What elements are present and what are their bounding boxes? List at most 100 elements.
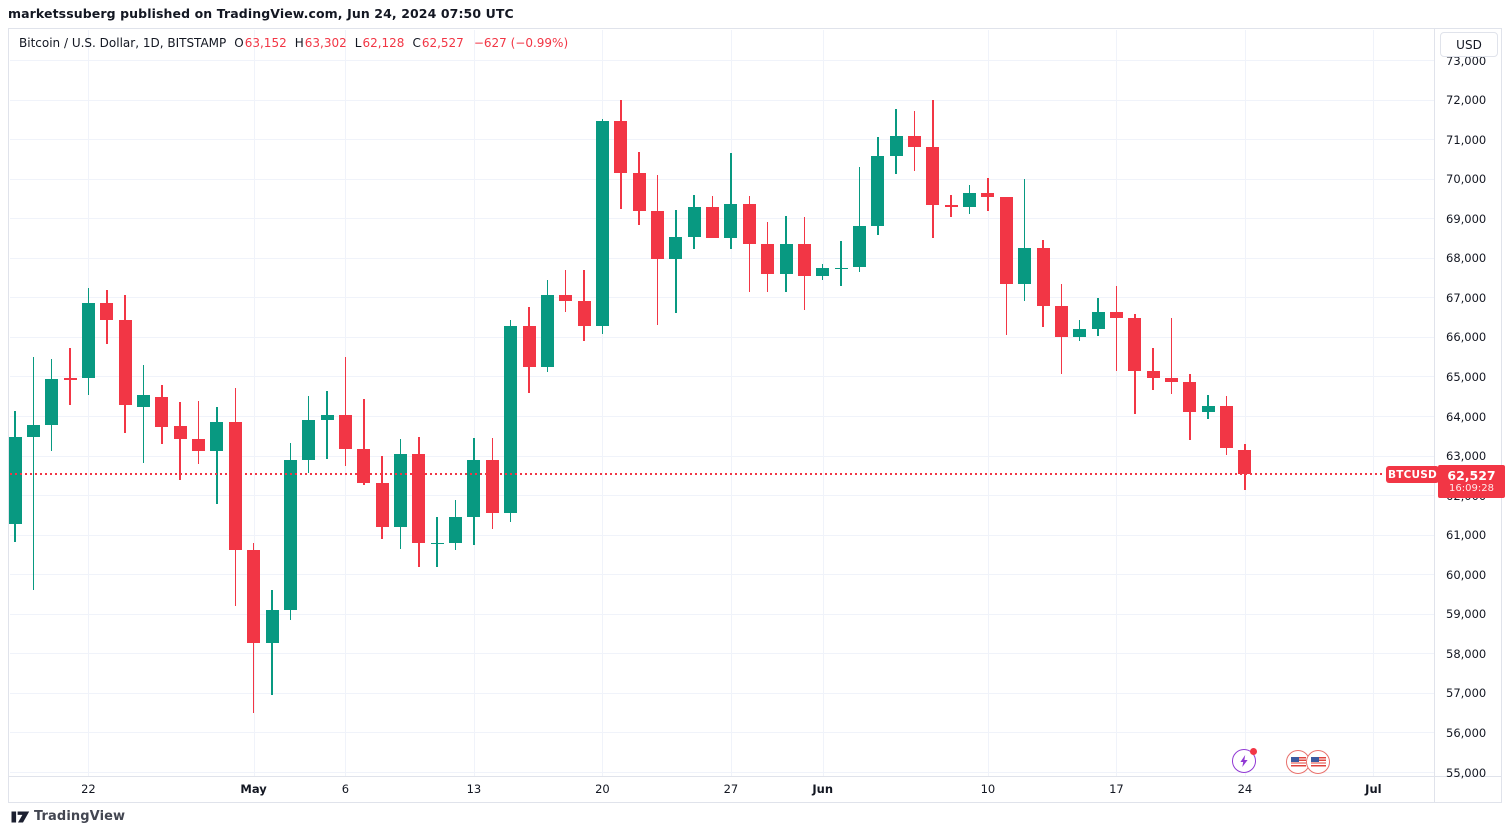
candle: [81, 303, 95, 379]
candle-wick: [1115, 285, 1118, 372]
candle: [981, 192, 995, 197]
candle: [1165, 378, 1178, 382]
candle: [797, 243, 811, 276]
candle: [430, 542, 444, 545]
candle: [724, 203, 738, 238]
candle: [944, 204, 958, 208]
price-axis[interactable]: 73,000 72,000 71,000 70,000 69,000 68,000 67,0…: [1435, 29, 1501, 780]
price-axis-label: 61,000: [1446, 528, 1487, 543]
horizontal-gridline: [10, 732, 1434, 734]
price-axis-label: 64,000: [1446, 409, 1487, 424]
price-axis-separator: [1434, 29, 1435, 802]
candle: [1201, 405, 1215, 412]
vertical-gridline: [1244, 30, 1246, 776]
notification-dot: [1250, 748, 1257, 755]
candle: [283, 459, 297, 610]
candle-wick: [840, 241, 842, 287]
horizontal-gridline: [10, 495, 1434, 497]
symbol-title: Bitcoin / U.S. Dollar, 1D, BITSTAMP: [19, 36, 227, 50]
ohlc-high: H 63,302: [294, 36, 347, 50]
price-axis-label: 65,000: [1446, 369, 1487, 384]
horizontal-gridline: [10, 376, 1434, 378]
candlestick-plot[interactable]: [9, 29, 1434, 776]
horizontal-gridline: [10, 297, 1434, 299]
change-value: −627 (−0.99%): [473, 36, 569, 50]
symbol-header: Bitcoin / U.S. Dollar, 1D, BITSTAMP O 63,…: [19, 36, 568, 50]
lightning-bolt-icon: [1240, 755, 1248, 767]
candle: [302, 420, 316, 460]
candle-wick: [730, 152, 732, 249]
price-axis-label: 56,000: [1446, 725, 1487, 740]
candle: [871, 156, 885, 226]
price-axis-label: 71,000: [1446, 132, 1487, 147]
candle: [320, 414, 334, 421]
chart-frame: 73,000 72,000 71,000 70,000 69,000 68,000 67,0…: [8, 28, 1505, 803]
candle: [522, 326, 536, 368]
candle: [816, 267, 830, 276]
candle-wick: [1152, 347, 1154, 390]
candle: [1036, 248, 1050, 307]
candle: [577, 300, 591, 326]
horizontal-gridline: [10, 60, 1434, 61]
candle: [118, 320, 132, 406]
vertical-gridline: [473, 30, 475, 776]
price-line-ticker-badge: BTCUSD: [1386, 466, 1439, 483]
candle-wick: [179, 401, 181, 480]
candle: [1183, 381, 1197, 412]
candle: [504, 326, 518, 513]
candle: [595, 121, 609, 326]
time-axis[interactable]: 22 May 6 13 20 27 Jun 10 17 24 Jul: [9, 777, 1434, 803]
horizontal-gridline: [10, 613, 1434, 615]
ohlc-low: L 62,128: [354, 36, 405, 50]
price-axis-label: 69,000: [1446, 211, 1487, 226]
candle: [1091, 312, 1105, 330]
candle-wick: [436, 516, 438, 568]
candle-wick: [142, 365, 145, 464]
currency-button[interactable]: USD: [1440, 32, 1498, 57]
candle: [632, 172, 646, 212]
candle: [485, 459, 499, 513]
candle: [706, 207, 720, 238]
candle: [614, 121, 628, 173]
bar-close-countdown: 16:09:28: [1449, 482, 1494, 494]
candle: [1109, 312, 1123, 318]
flash-event-icon[interactable]: [1232, 748, 1257, 773]
candle: [742, 203, 756, 244]
price-axis-label: 57,000: [1446, 686, 1487, 701]
vertical-gridline: [253, 30, 255, 776]
time-axis-label: 6: [341, 782, 350, 796]
price-axis-label: 60,000: [1446, 567, 1487, 582]
attribution-text: marketssuberg published on TradingView.c…: [8, 6, 514, 21]
time-axis-label: Jul: [1365, 782, 1382, 796]
candle: [155, 397, 169, 428]
current-price-value: 62,527: [1447, 467, 1496, 483]
candle: [1220, 405, 1234, 449]
time-axis-label: Jun: [812, 782, 834, 796]
vertical-gridline: [1116, 30, 1118, 776]
price-axis-label: 68,000: [1446, 251, 1487, 266]
candle: [357, 448, 371, 483]
candle: [173, 425, 187, 439]
candle: [228, 422, 242, 550]
price-axis-label: 58,000: [1446, 646, 1487, 661]
candle: [761, 243, 775, 275]
tradingview-wordmark: TradingView: [34, 809, 126, 824]
candle-wick: [216, 406, 218, 505]
tradingview-logo[interactable]: TradingView: [11, 809, 125, 824]
time-axis-label: 13: [466, 782, 482, 796]
candle: [651, 211, 664, 259]
time-axis-label: 24: [1237, 782, 1253, 796]
current-price-axis-box: 62,527 16:09:28: [1438, 465, 1505, 498]
candle: [265, 609, 279, 644]
us-flag-event-icon[interactable]: [1306, 750, 1330, 774]
candle: [45, 378, 59, 426]
candle: [375, 482, 389, 528]
horizontal-gridline: [10, 574, 1434, 576]
candle: [394, 453, 407, 528]
horizontal-gridline: [10, 99, 1434, 101]
vertical-gridline: [88, 30, 90, 776]
time-axis-label: 27: [723, 782, 739, 796]
candle: [100, 303, 114, 321]
price-axis-label: 67,000: [1446, 290, 1487, 305]
candle: [247, 549, 261, 644]
